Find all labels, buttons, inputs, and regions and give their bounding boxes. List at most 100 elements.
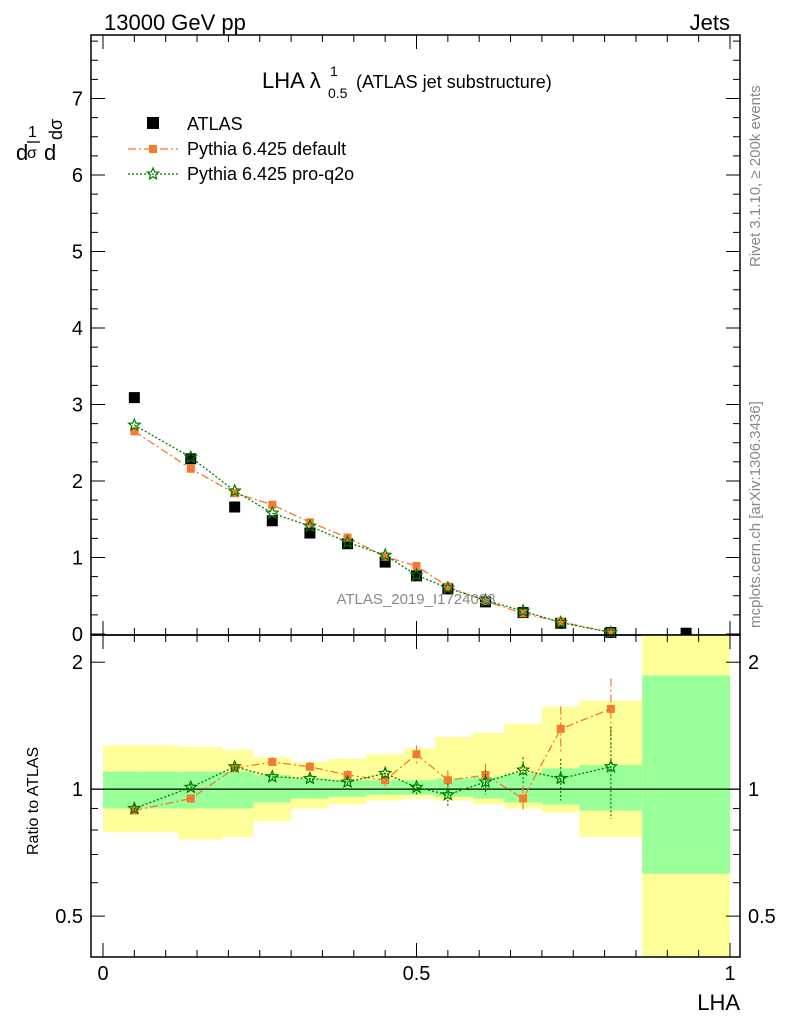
data-point-atlas <box>680 627 692 639</box>
legend-label-pythia-proq2o: Pythia 6.425 pro-q2o <box>187 164 354 184</box>
data-point-atlas <box>266 515 278 527</box>
data-point-pythia-proq2o <box>409 567 424 582</box>
svg-text:σ: σ <box>27 145 37 162</box>
y-axis-label-ratio: Ratio to ATLAS <box>25 747 42 855</box>
svg-text:d: d <box>44 140 56 165</box>
y-axis-label-top: d 1 σ d dσ <box>16 119 66 165</box>
y-tick-label: 1 <box>72 548 83 570</box>
ratio-point-pythia-default <box>556 724 565 733</box>
svg-text:(ATLAS jet substructure): (ATLAS jet substructure) <box>356 72 552 92</box>
x-axis-label: LHA <box>697 990 740 1015</box>
y-tick-label: 3 <box>72 395 83 417</box>
data-point-atlas <box>304 527 316 539</box>
svg-text:1: 1 <box>330 63 338 79</box>
data-point-pythia-default <box>305 518 314 527</box>
ratio-point-pythia-proq2o <box>603 759 619 773</box>
svg-text:1: 1 <box>28 124 37 141</box>
data-point-pythia-default <box>443 582 452 591</box>
mcplots-reference-text: mcplots.cern.ch [arXiv:1306.3436] <box>747 401 764 628</box>
data-point-pythia-proq2o <box>515 603 531 618</box>
data-point-pythia-proq2o <box>340 534 355 549</box>
data-point-pythia-proq2o <box>553 614 568 629</box>
band-green <box>328 780 367 797</box>
legend-label-pythia-default: Pythia 6.425 default <box>187 139 346 159</box>
band-green <box>222 771 254 809</box>
ratio-point-pythia-proq2o <box>553 770 568 785</box>
analysis-watermark: ATLAS_2019_I1724098 <box>336 591 495 608</box>
y-tick-label: 5 <box>72 242 83 264</box>
data-point-atlas <box>342 538 354 550</box>
ratio-plot-frame <box>90 634 741 958</box>
data-point-pythia-default <box>186 464 195 473</box>
x-tick-label: 1 <box>724 963 735 985</box>
data-point-pythia-default <box>556 617 565 626</box>
band-green <box>541 768 580 805</box>
band-green <box>642 675 730 874</box>
data-point-pythia-proq2o <box>183 449 199 464</box>
y-tick-label: 1 <box>72 779 83 801</box>
ratio-point-pythia-default <box>305 762 314 771</box>
band-green <box>291 778 329 799</box>
data-point-atlas <box>411 570 422 582</box>
legend-label-atlas: ATLAS <box>187 114 243 134</box>
data-point-atlas <box>229 501 241 513</box>
legend-marker-pythia-default <box>149 145 157 153</box>
y-tick-label: 7 <box>72 89 83 111</box>
data-point-pythia-proq2o <box>440 580 456 595</box>
data-point-pythia-default <box>381 552 390 561</box>
data-point-pythia-proq2o <box>227 483 242 498</box>
ratio-point-pythia-default <box>519 794 528 803</box>
ratio-point-pythia-proq2o <box>440 787 456 801</box>
rivet-version-text: Rivet 3.1.10, ≥ 200k events <box>747 85 764 267</box>
ratio-plot: 0.5 0.5 1 1 2 2 0 0.5 1 <box>55 634 776 985</box>
y-tick-label: 4 <box>72 318 83 340</box>
data-point-pythia-proq2o <box>127 417 142 432</box>
ratio-point-pythia-default <box>268 757 277 766</box>
data-point-atlas <box>379 556 391 568</box>
y-tick-label: 2 <box>72 652 83 674</box>
ratio-point-pythia-proq2o <box>127 800 142 815</box>
data-point-atlas <box>128 392 140 404</box>
ratio-point-pythia-proq2o <box>515 762 531 777</box>
band-green <box>178 771 223 809</box>
ratio-point-pythia-proq2o <box>409 779 424 794</box>
data-point-pythia-proq2o <box>377 547 393 562</box>
y-tick-label: 0.5 <box>55 906 83 928</box>
legend-marker-pythia-proq2o <box>145 166 161 181</box>
svg-text:0.5: 0.5 <box>328 85 348 101</box>
plot-title: LHA λ 1 0.5 (ATLAS jet substructure) <box>262 63 552 101</box>
x-tick-label: 0 <box>97 963 108 985</box>
ratio-point-pythia-default <box>381 776 390 785</box>
data-point-pythia-default <box>268 500 277 509</box>
header-left: 13000 GeV pp <box>104 10 246 35</box>
uncertainty-bands <box>103 635 730 957</box>
data-point-pythia-default <box>481 597 490 606</box>
data-point-pythia-default <box>412 561 421 570</box>
ratio-point-pythia-default <box>443 776 452 785</box>
data-point-pythia-proq2o <box>265 505 280 520</box>
data-point-pythia-proq2o <box>478 592 493 607</box>
data-point-pythia-default <box>606 628 615 637</box>
y-tick-label-right: 2 <box>748 652 759 674</box>
header-right: Jets <box>690 10 730 35</box>
legend: ATLAS Pythia 6.425 default Pythia 6.425 … <box>128 114 354 184</box>
ratio-point-pythia-proq2o <box>478 774 493 789</box>
ratio-point-pythia-proq2o <box>265 769 280 783</box>
y-tick-label: 0 <box>72 624 83 646</box>
x-tick-label: 0.5 <box>403 963 431 985</box>
ratio-point-pythia-proq2o <box>227 759 242 773</box>
legend-marker-atlas <box>147 117 159 129</box>
ratio-point-pythia-proq2o <box>340 774 355 789</box>
ratio-point-pythia-default <box>186 794 195 803</box>
data-point-pythia-proq2o <box>302 518 318 533</box>
svg-text:dσ: dσ <box>46 119 66 140</box>
main-plot: 0 1 2 3 4 5 6 7 <box>72 34 741 646</box>
ratio-point-pythia-default <box>412 750 421 759</box>
y-tick-label: 6 <box>72 165 83 187</box>
band-green <box>366 780 404 795</box>
svg-text:d: d <box>16 140 28 165</box>
ratio-point-pythia-default <box>606 704 615 713</box>
data-point-atlas <box>185 453 197 465</box>
y-tick-label-right: 1 <box>748 779 759 801</box>
